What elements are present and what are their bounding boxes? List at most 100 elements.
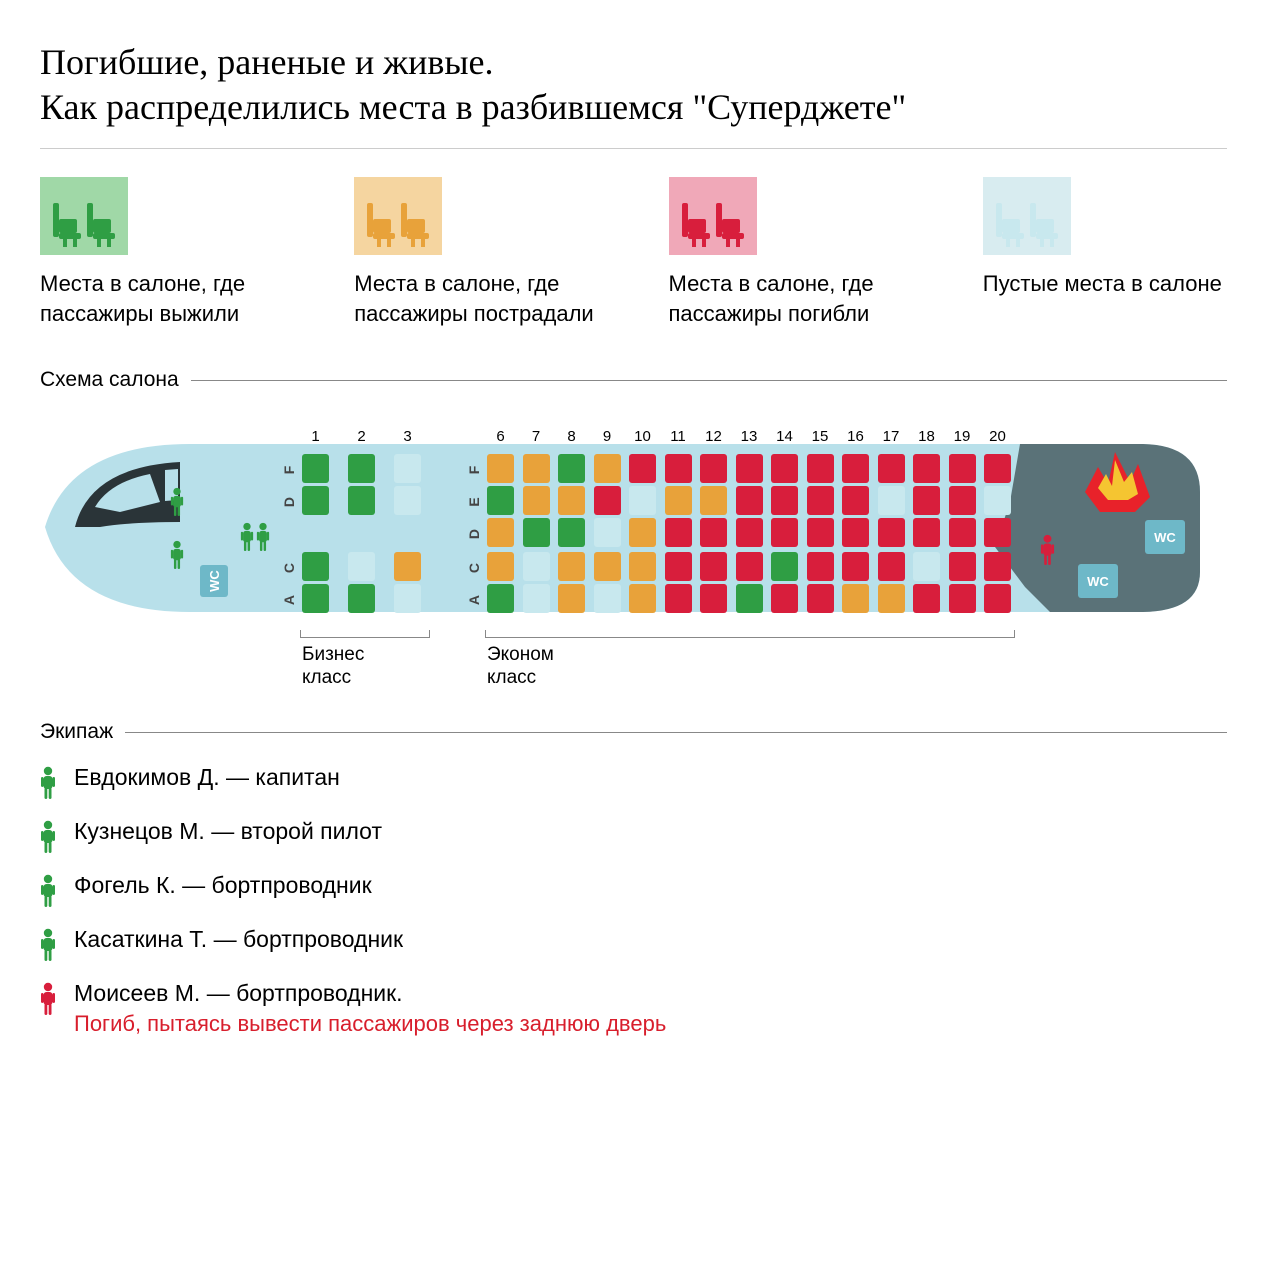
row-letter: D [281,495,297,509]
row-letter: A [281,593,297,607]
row-letter: A [466,593,482,607]
person-icon [40,874,56,908]
seat [913,486,940,515]
lavatory-icon: WC [200,565,228,597]
section-cabin: Схема салона [40,368,1227,392]
legend-seat-icon [669,177,757,255]
section-line [191,380,1227,381]
row-number: 7 [523,428,550,445]
seat [348,486,375,515]
crew-text: Евдокимов Д. — капитан [74,764,340,791]
row-letter: D [466,527,482,541]
legend-label: Места в салоне, где пассажиры пострадали [354,269,598,328]
crew-text: Моисеев М. — бортпроводник.Погиб, пытаяс… [74,980,666,1037]
seat [949,454,976,483]
seat [523,584,550,613]
seat [523,518,550,547]
seat [487,584,514,613]
seat [842,584,869,613]
row-letter: C [466,561,482,575]
seat [302,584,329,613]
seat [878,584,905,613]
seat [594,584,621,613]
seat [594,552,621,581]
divider [40,148,1227,149]
seat [842,518,869,547]
legend-item-survived: Места в салоне, где пассажиры выжили [40,177,284,328]
crew-name: Кузнецов М. — второй пилот [74,818,382,845]
crew-name: Евдокимов Д. — капитан [74,764,340,791]
page-title: Погибшие, раненые и живые.Как распредели… [40,40,1227,130]
legend-item-injured: Места в салоне, где пассажиры пострадали [354,177,598,328]
row-number: 3 [394,428,421,445]
seat [348,454,375,483]
seat [771,518,798,547]
seat [487,486,514,515]
person-icon [40,766,56,800]
crew-list: Евдокимов Д. — капитан Кузнецов М. — вто… [40,764,1227,1037]
seat [394,486,421,515]
crew-item: Фогель К. — бортпроводник [40,872,1227,908]
crew-name: Моисеев М. — бортпроводник. [74,980,666,1007]
crew-item: Касаткина Т. — бортпроводник [40,926,1227,962]
seat [629,486,656,515]
seat [700,454,727,483]
seat [949,486,976,515]
legend-seat-icon [983,177,1071,255]
seat [594,486,621,515]
section-label: Экипаж [40,720,113,744]
seat [771,552,798,581]
economy-label: Экономкласс [487,644,554,690]
seat [949,584,976,613]
row-number: 14 [771,428,798,445]
seat [878,552,905,581]
seat [984,518,1011,547]
seat [736,552,763,581]
section-line [125,732,1227,733]
seat [700,518,727,547]
legend-label: Пустые места в салоне [983,269,1227,299]
seat [629,518,656,547]
seat [807,518,834,547]
row-number: 20 [984,428,1011,445]
legend-label: Места в салоне, где пассажиры выжили [40,269,284,328]
seat [807,486,834,515]
row-number: 1 [302,428,329,445]
row-letter: F [281,463,297,477]
seat [394,584,421,613]
seat [302,486,329,515]
row-number: 10 [629,428,656,445]
crew-text: Кузнецов М. — второй пилот [74,818,382,845]
seat [302,552,329,581]
seat [558,584,585,613]
seat [665,584,692,613]
seat [523,454,550,483]
seat [878,518,905,547]
person-icon [40,820,56,854]
seat [984,486,1011,515]
seat [736,454,763,483]
seat [665,454,692,483]
seat [594,454,621,483]
legend-seat-icon [354,177,442,255]
person-icon [40,982,56,1016]
row-number: 9 [594,428,621,445]
lavatory-icon: WC [1145,520,1185,554]
seat [487,454,514,483]
crew-item: Кузнецов М. — второй пилот [40,818,1227,854]
rear-crew-icon [1040,534,1055,571]
seat [807,454,834,483]
row-number: 2 [348,428,375,445]
row-letter: C [281,561,297,575]
seat [558,518,585,547]
seat [700,486,727,515]
legend-seat-icon [40,177,128,255]
seat [302,454,329,483]
business-bracket [300,630,430,638]
person-icon [40,928,56,962]
seat-map: FDCAFEDCA12367891011121314151617181920 [40,412,1210,622]
seat [594,518,621,547]
seat [771,454,798,483]
galley-crew-icon [240,522,270,552]
seat [842,454,869,483]
